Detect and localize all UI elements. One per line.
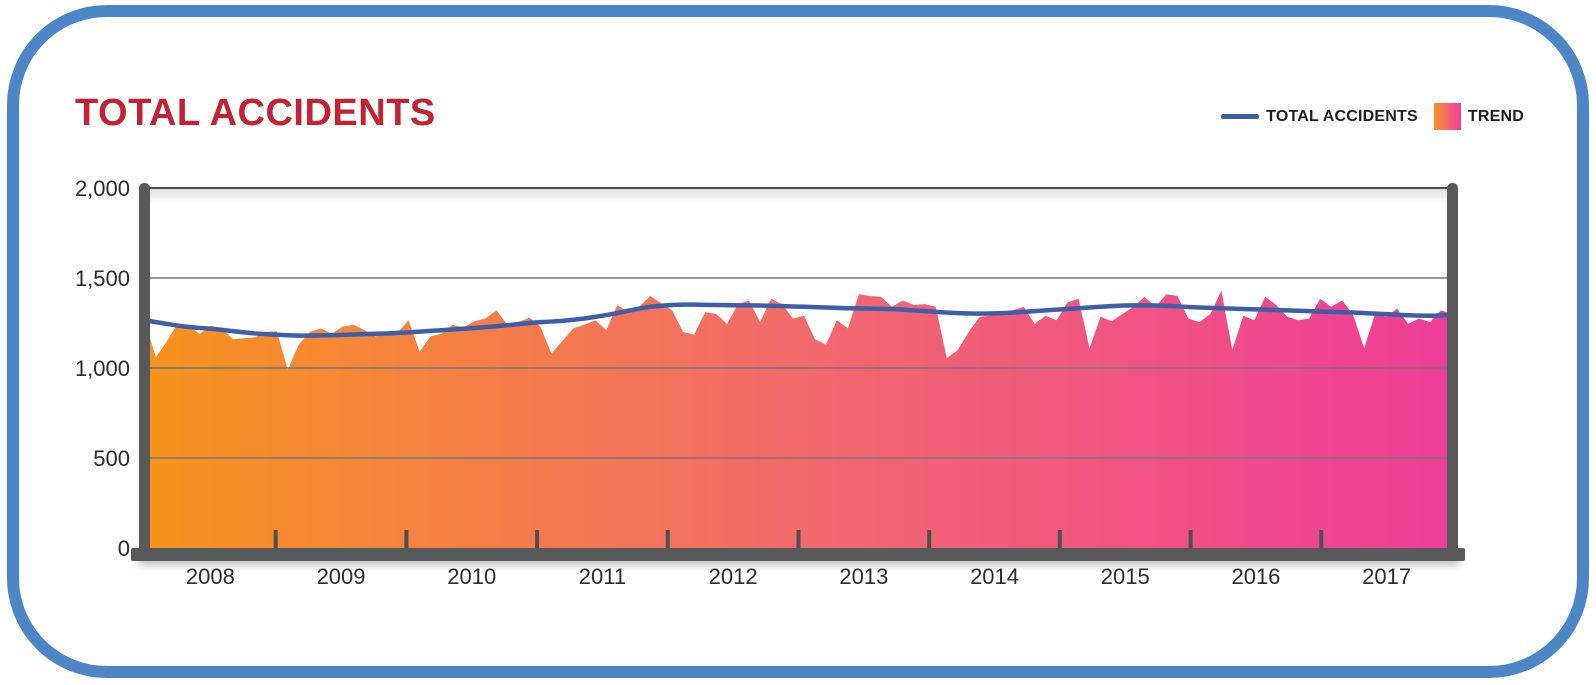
line-swatch-icon bbox=[1221, 114, 1260, 119]
gradient-swatch-icon bbox=[1433, 103, 1461, 130]
axis-bar-bottom bbox=[131, 548, 1465, 561]
axis-bar-left bbox=[139, 183, 150, 561]
area-series-trend bbox=[145, 290, 1452, 548]
x-tick-label: 2009 bbox=[317, 564, 366, 589]
legend-label: TREND bbox=[1467, 107, 1524, 125]
legend-item-trend: TREND bbox=[1433, 103, 1524, 130]
plot-top-shadow bbox=[145, 189, 1452, 204]
legend-item-total-accidents: TOTAL ACCIDENTS bbox=[1221, 108, 1418, 126]
x-tick-label: 2012 bbox=[709, 564, 758, 589]
line-series-total-accidents bbox=[142, 302, 1455, 338]
x-tick-label: 2016 bbox=[1231, 564, 1280, 589]
y-tick-label: 1,000 bbox=[75, 356, 130, 381]
y-tick-label: 0 bbox=[118, 536, 130, 561]
x-tick-label: 2017 bbox=[1362, 564, 1411, 589]
legend-label: TOTAL ACCIDENTS bbox=[1266, 107, 1418, 125]
x-tick-label: 2011 bbox=[579, 564, 626, 589]
x-tick-label: 2014 bbox=[970, 564, 1019, 589]
y-tick-label: 500 bbox=[93, 446, 130, 471]
legend: TOTAL ACCIDENTS TREND bbox=[1221, 103, 1524, 130]
y-tick-label: 2,000 bbox=[75, 176, 130, 201]
x-tick-label: 2015 bbox=[1101, 564, 1150, 589]
y-tick-label: 1,500 bbox=[75, 266, 130, 291]
x-tick-label: 2008 bbox=[186, 564, 235, 589]
x-tick-label: 2010 bbox=[447, 564, 496, 589]
axis-bar-right bbox=[1447, 183, 1458, 561]
x-tick-label: 2013 bbox=[839, 564, 888, 589]
page-title: TOTAL ACCIDENTS bbox=[75, 92, 436, 134]
